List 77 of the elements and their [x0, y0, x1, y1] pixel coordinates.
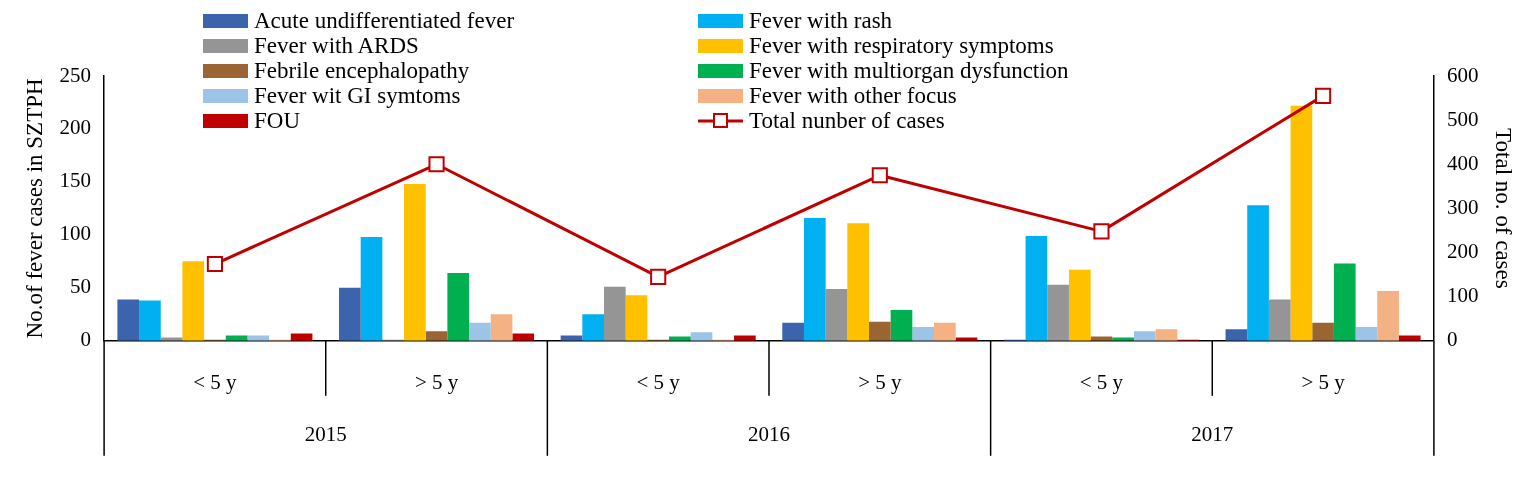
- legend-label: FOU: [254, 108, 301, 133]
- bar: [625, 295, 648, 341]
- bar: [1247, 205, 1269, 341]
- bar: [847, 223, 869, 341]
- bar: [182, 261, 205, 341]
- bar: [447, 273, 470, 341]
- x-tick-label: > 5 y: [858, 369, 902, 394]
- bar: [604, 286, 626, 341]
- point: [650, 268, 667, 285]
- bar: [512, 333, 535, 341]
- point: [1093, 223, 1110, 240]
- bar: [490, 314, 513, 341]
- point: [206, 255, 223, 273]
- bar: [139, 300, 161, 341]
- bar: [1355, 327, 1378, 341]
- bar: [690, 332, 713, 341]
- x-tick-label: > 5 y: [414, 369, 459, 394]
- bar: [890, 310, 913, 341]
- bar: [1068, 269, 1091, 341]
- y2-tick-label: 100: [1446, 283, 1479, 308]
- x-tick-label: < 5 y: [193, 369, 238, 394]
- legend-label: Acute undifferentiated fever: [254, 8, 515, 33]
- y-tick-label: 250: [59, 62, 92, 87]
- y-axis-title: No.of fever cases in SZTPH: [21, 78, 47, 339]
- bar: [1312, 322, 1334, 341]
- bar: [1268, 299, 1291, 341]
- bar: [868, 321, 891, 341]
- legend-label: Fever wit GI symtoms: [254, 83, 461, 108]
- y-tick-label: 100: [59, 221, 92, 246]
- bar: [1225, 329, 1248, 341]
- bar: [933, 322, 956, 341]
- y2-tick-label: 400: [1446, 150, 1479, 175]
- bar: [1333, 263, 1356, 341]
- bar: [339, 287, 361, 341]
- bar: [1290, 105, 1313, 341]
- bar: [803, 217, 826, 341]
- y2-tick-label: 0: [1446, 327, 1458, 352]
- bar: [117, 299, 140, 341]
- legend-label: Febrile encephalopathy: [254, 58, 470, 83]
- x-tick-label: < 5 y: [636, 369, 681, 394]
- y-tick-label: 50: [70, 274, 92, 299]
- legend-label: Fever with other focus: [749, 83, 957, 108]
- bar: [469, 322, 491, 341]
- bar: [1047, 284, 1069, 341]
- bar: [582, 314, 605, 341]
- bar: [1377, 291, 1399, 341]
- bar: [782, 322, 804, 341]
- legend-label: Fever with respiratory symptoms: [749, 33, 1054, 58]
- bar: [1155, 329, 1178, 341]
- y2-axis-title: Total no. of cases: [1491, 128, 1517, 289]
- bar: [912, 327, 934, 341]
- legend-label: Total nunber of cases: [749, 108, 945, 133]
- bar: [404, 184, 426, 341]
- legend-label: Fever with multiorgan dysfunction: [749, 58, 1069, 83]
- bar: [1025, 235, 1048, 341]
- y2-tick-label: 600: [1446, 62, 1479, 87]
- x-tick-label: < 5 y: [1079, 369, 1124, 394]
- point: [1315, 87, 1332, 104]
- bar: [825, 288, 848, 341]
- bar: [1133, 331, 1156, 341]
- text: 2015: [304, 422, 347, 447]
- legend-label: Fever with ARDS: [254, 33, 419, 58]
- y2-tick-label: 200: [1446, 239, 1479, 264]
- text: 2017: [1191, 422, 1234, 447]
- y2-tick-label: 300: [1446, 194, 1479, 219]
- y-tick-label: 150: [59, 168, 92, 193]
- text: 2016: [748, 422, 790, 447]
- bar: [425, 331, 448, 341]
- point: [428, 156, 445, 173]
- y-tick-label: 0: [80, 327, 92, 352]
- y2-tick-label: 500: [1446, 106, 1479, 131]
- bar: [290, 333, 313, 341]
- x-tick-label: > 5 y: [1301, 369, 1346, 394]
- y-tick-label: 200: [59, 115, 92, 140]
- legend-label: Fever with rash: [749, 8, 893, 33]
- point: [871, 167, 888, 184]
- bar: [360, 237, 383, 341]
